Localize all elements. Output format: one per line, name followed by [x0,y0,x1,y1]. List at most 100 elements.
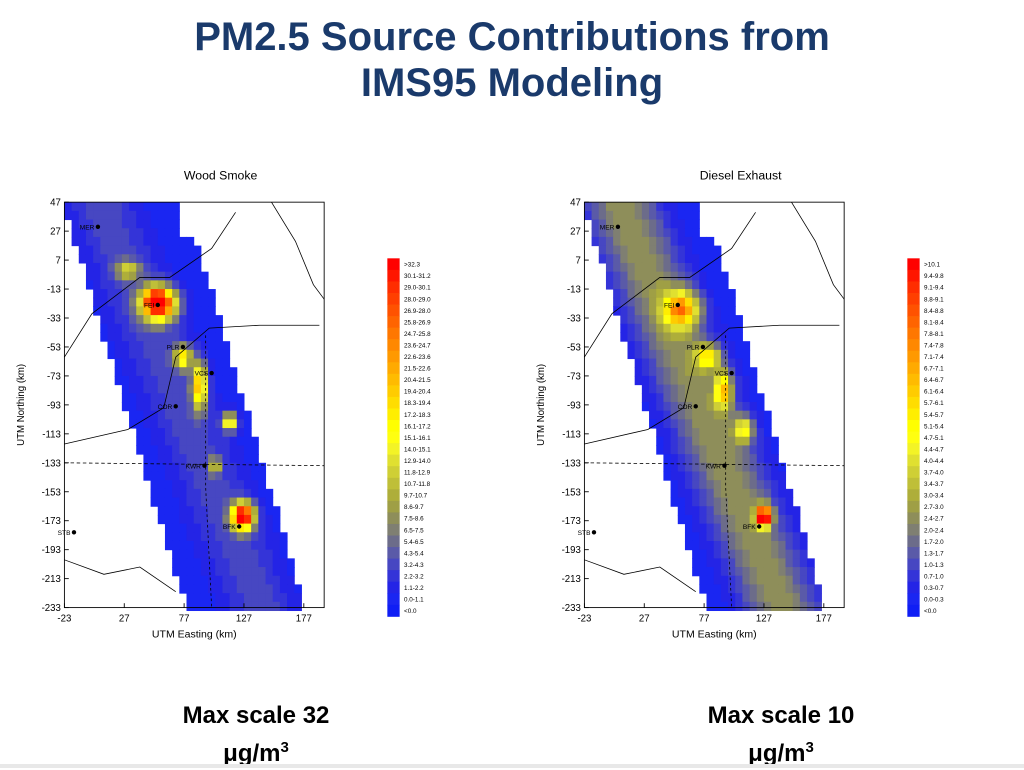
grid-cell [78,245,87,255]
grid-cell [222,514,231,525]
grid-cell [735,332,743,342]
grid-cell [706,349,715,360]
grid-cell [663,375,672,386]
grid-cell [164,462,173,473]
grid-cell [792,601,801,612]
grid-cell [143,401,152,412]
city-marker [700,344,706,350]
grid-cell [620,245,629,255]
legend-swatch [907,570,920,583]
grid-cell [656,419,664,429]
grid-cell [713,297,722,307]
legend-label: 9.4-9.8 [924,273,944,280]
grid-cell [735,506,743,516]
grid-cell [193,462,202,473]
grid-cell [157,262,166,273]
grid-cell [200,271,209,281]
grid-cell [150,332,159,342]
grid-cell [684,289,693,299]
grid-cell [763,419,772,429]
grid-cell [699,488,708,499]
diesel-exhaust-caption: Max scale 10 μg/m3 [631,700,931,770]
grid-cell [706,497,715,507]
grid-cell [143,384,152,394]
grid-cell [143,454,152,464]
grid-cell [251,584,259,594]
grid-cell [265,488,274,499]
grid-cell [807,584,815,594]
grid-cell [208,384,216,394]
grid-cell [641,289,650,299]
grid-cell [129,262,137,273]
grid-cell [728,523,736,533]
city-label: MER [600,224,615,231]
grid-cell [251,454,259,464]
grid-cell [720,332,729,342]
grid-cell [193,488,202,499]
grid-cell [265,575,274,585]
grid-cell [756,593,765,603]
grid-cell [684,332,693,342]
grid-cell [735,393,743,403]
grid-cell [649,384,657,394]
y-tick-label: -213 [42,574,61,585]
grid-cell [706,367,715,377]
grid-cell [684,523,693,533]
grid-cell [279,540,288,551]
grid-cell [100,262,109,273]
grid-cell [136,297,144,307]
grid-cell [785,523,794,533]
grid-cell [114,375,123,386]
grid-cell [100,280,109,290]
grid-cell [684,401,693,412]
county-line [584,559,696,592]
grid-cell [78,219,87,229]
grid-cell [692,471,700,481]
grid-cell [236,436,245,446]
city-label: COR [678,404,693,411]
legend-label: 7.1-7.4 [924,354,944,361]
grid-cell [164,297,173,307]
grid-cell [742,523,751,533]
grid-cell [656,401,664,412]
grid-cell [107,202,116,212]
grid-cell [749,558,758,568]
grid-cell [749,584,758,594]
grid-cell [143,471,152,481]
grid-cell [186,401,195,412]
grid-cell [136,445,144,455]
grid-cell [215,341,223,351]
legend-swatch [387,523,400,536]
grid-cell [634,358,643,368]
grid-cell [656,210,664,221]
diesel-exhaust-map: Diesel Exhaust47277-13-33-53-73-93-113-1… [536,168,944,640]
grid-cell [129,202,137,212]
grid-cell [649,254,657,264]
grid-cell [258,514,267,525]
grid-cell [706,540,715,551]
grid-cell [706,454,715,464]
grid-cell [272,523,281,533]
grid-cell [756,401,765,412]
grid-cell [720,419,729,429]
grid-cell [200,384,209,394]
grid-cell [193,332,202,342]
grid-cell [756,532,765,542]
grid-cell [656,367,664,377]
grid-cell [684,271,693,281]
grid-cell [742,558,751,568]
grid-cell [136,271,144,281]
city-label: BFK [223,524,236,531]
grid-cell [627,280,636,290]
grid-cell [222,471,231,481]
grid-cell [208,306,216,316]
grid-cell [699,306,708,316]
grid-cell [215,549,223,559]
grid-cell [258,497,267,507]
grid-cell [236,506,245,516]
grid-cell [172,358,180,368]
grid-cell [179,271,188,281]
grid-cell [699,245,708,255]
grid-cell [136,341,144,351]
grid-cell [172,384,180,394]
